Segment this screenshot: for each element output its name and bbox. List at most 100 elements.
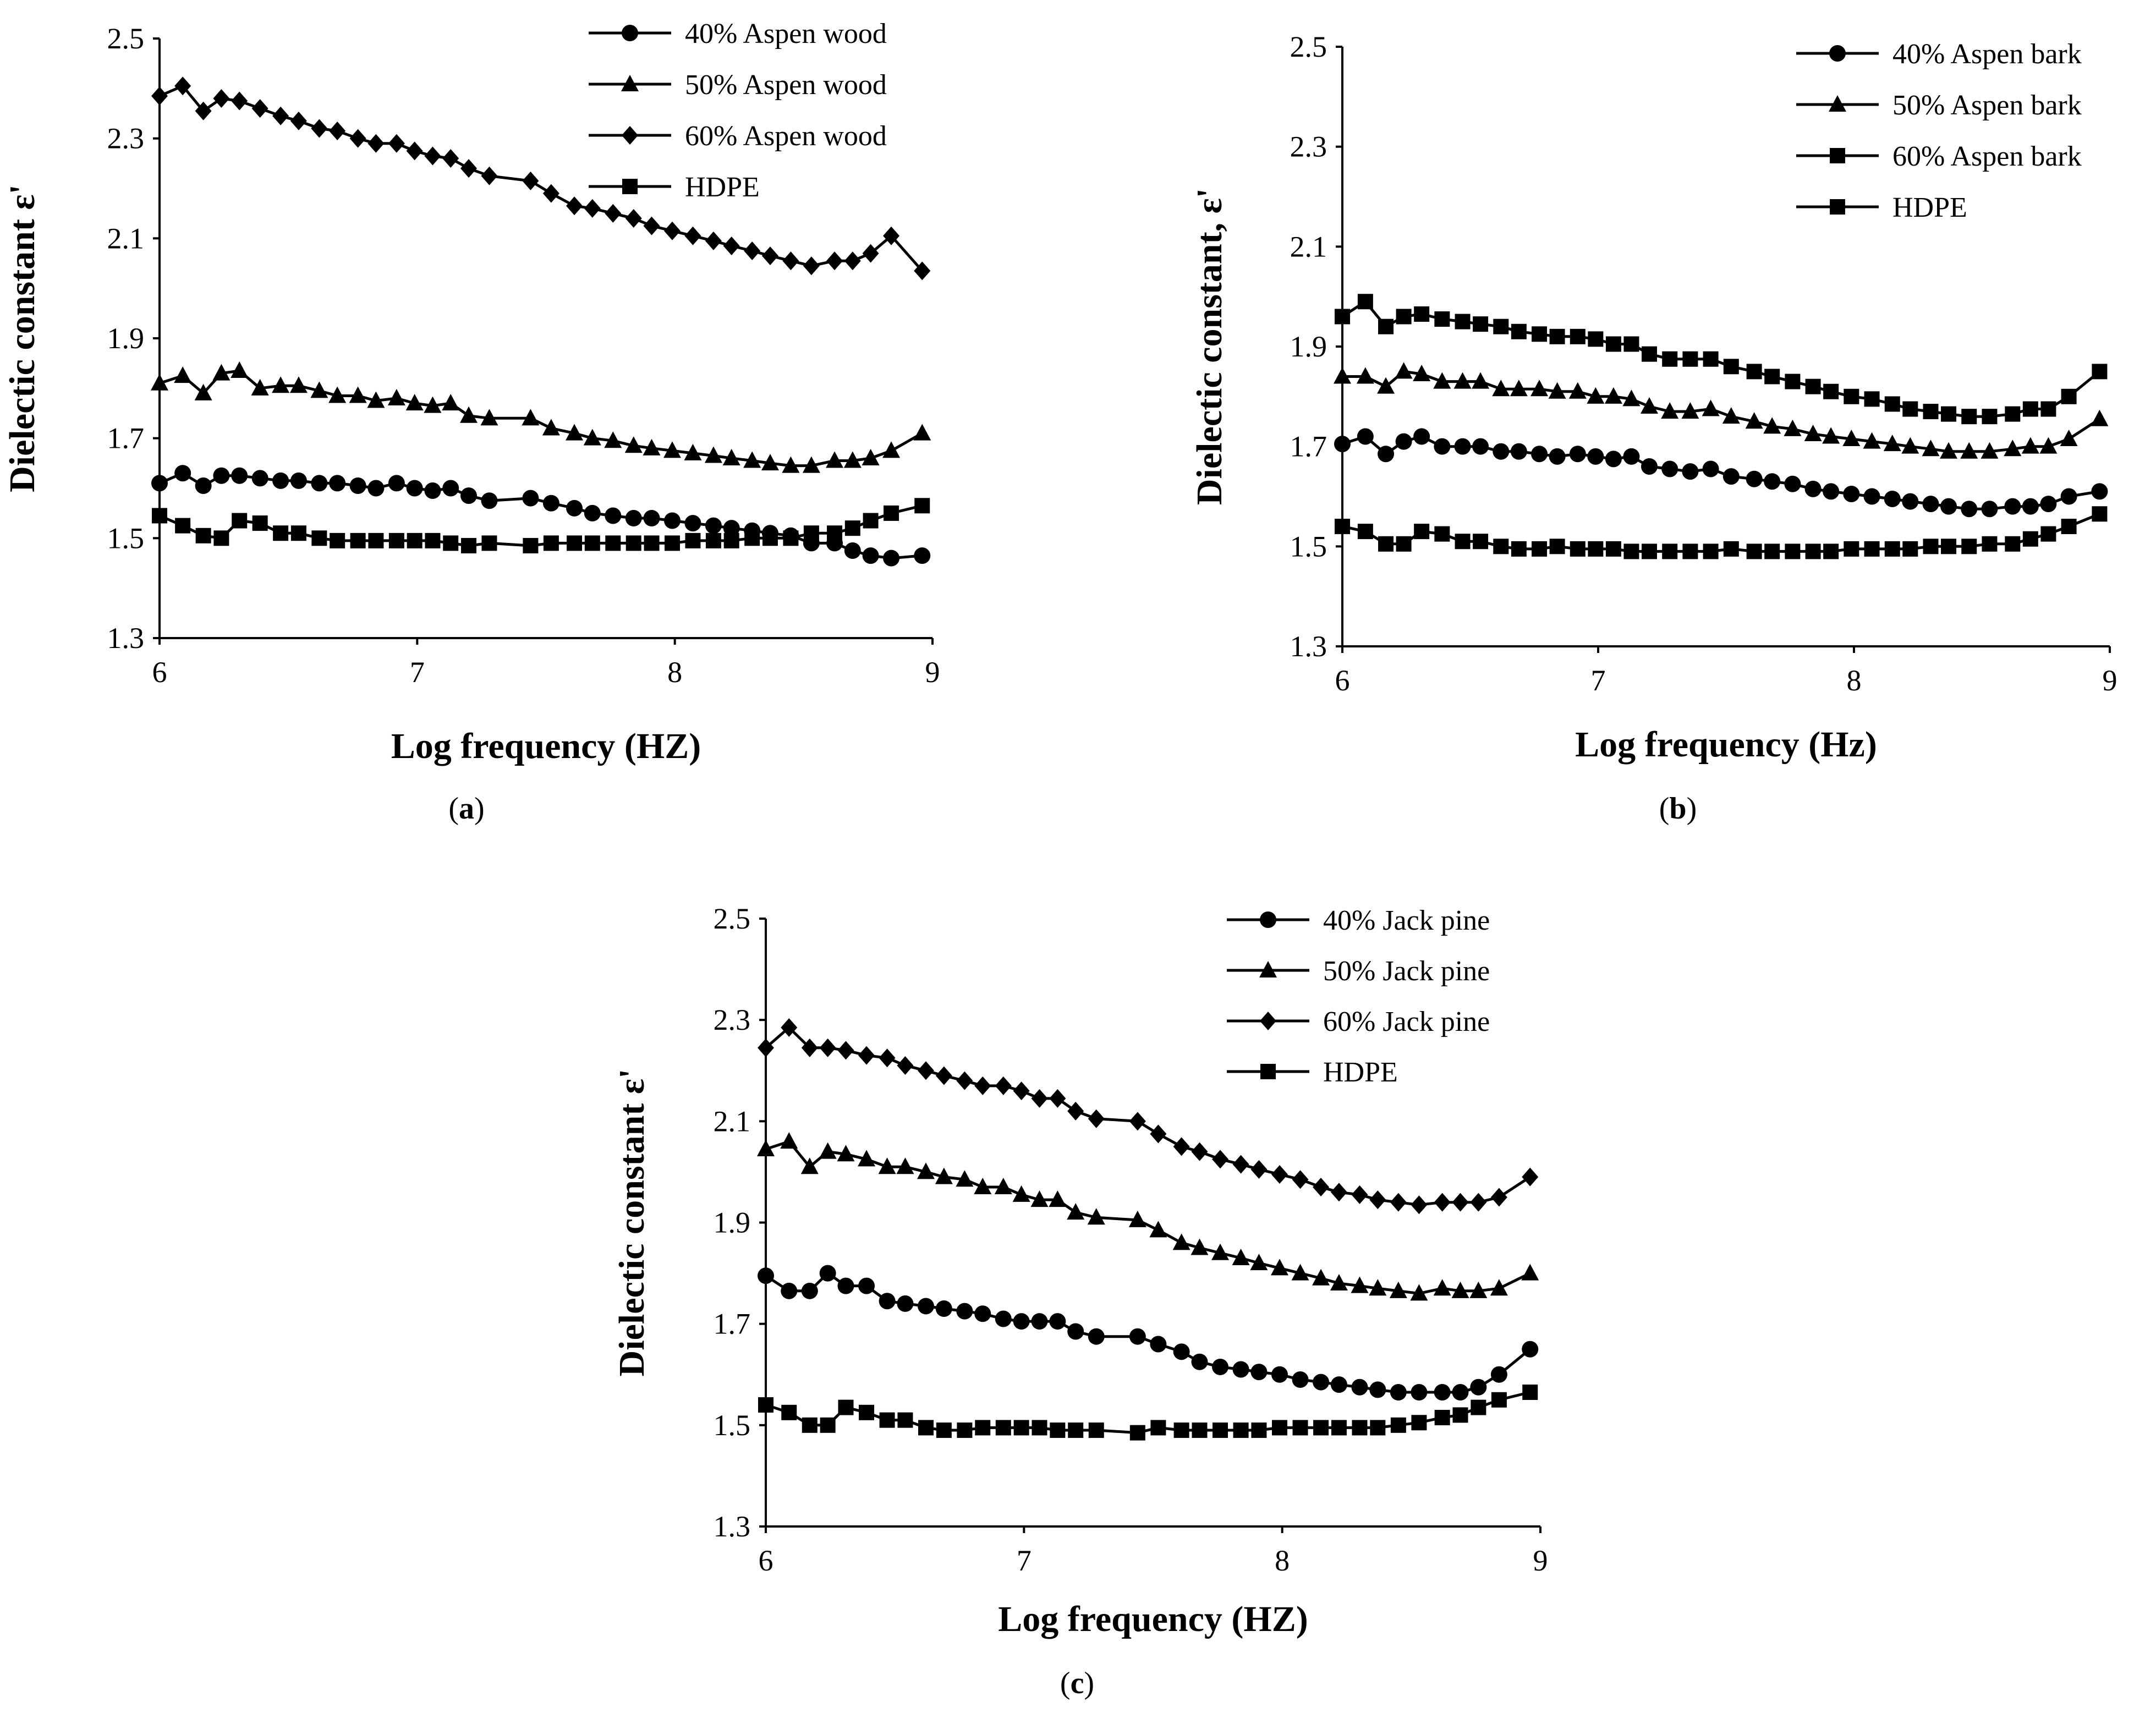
data-point [1271, 1420, 1287, 1436]
data-point [1414, 524, 1430, 540]
data-point [1805, 543, 1821, 559]
data-point [1067, 1323, 1084, 1340]
data-point [1369, 1381, 1386, 1398]
data-point [1452, 1193, 1469, 1212]
data-point [684, 443, 702, 460]
data-point [914, 498, 930, 514]
data-point [2022, 498, 2039, 515]
data-point [251, 99, 268, 118]
x-tick-label: 7 [410, 656, 425, 689]
data-point [1569, 446, 1586, 463]
data-point [566, 196, 583, 216]
data-point [2039, 437, 2058, 454]
y-tick-label: 1.5 [714, 1409, 751, 1442]
data-point [175, 518, 191, 534]
data-point [883, 226, 900, 245]
series-3 [151, 76, 931, 281]
data-point [1232, 1248, 1250, 1265]
data-point [1411, 1383, 1428, 1401]
y-tick-label: 1.9 [1290, 330, 1327, 363]
data-point [1570, 541, 1586, 557]
y-tick-label: 2.5 [1290, 30, 1327, 63]
legend-label: 40% Aspen wood [685, 18, 887, 50]
data-point [1471, 1399, 1486, 1415]
data-point [2092, 506, 2108, 522]
data-point [1511, 323, 1527, 339]
data-point [1455, 534, 1471, 550]
data-point [1702, 460, 1719, 477]
data-point [1884, 396, 1900, 412]
legend-marker [1830, 199, 1845, 215]
chart-a: 1.3 1.5 1.7 1.9 2.1 2.3 2.5 6 7 8 9 Log frequency (… [2, 18, 940, 826]
legend-entry: 40% Jack pine [1227, 905, 1490, 936]
data-point [1149, 1221, 1167, 1238]
data-point [974, 1178, 992, 1195]
data-point [605, 204, 622, 223]
data-point [460, 487, 477, 504]
data-point [1434, 311, 1450, 327]
data-point [368, 532, 384, 548]
data-point [1622, 389, 1641, 407]
data-point [1823, 543, 1839, 559]
data-point [1763, 417, 1781, 434]
data-point [1785, 543, 1801, 559]
data-point [605, 535, 621, 551]
y-tick-label: 1.7 [1290, 430, 1327, 463]
data-point [913, 424, 931, 441]
legend-entry: HDPE [1796, 192, 1967, 223]
data-point [1532, 326, 1548, 342]
panel-caption: (c) [1060, 1666, 1094, 1700]
data-point [1377, 377, 1395, 394]
data-point [1013, 1420, 1029, 1436]
data-point [1490, 1366, 1507, 1383]
data-point [522, 490, 539, 507]
data-point [1271, 1366, 1288, 1383]
data-point [1522, 1167, 1539, 1187]
data-point [1192, 1423, 1208, 1438]
y-tick-label: 1.5 [1290, 530, 1327, 563]
data-point [995, 1076, 1012, 1095]
series-1 [758, 1265, 1539, 1401]
data-point [1313, 1374, 1330, 1391]
data-point [406, 141, 423, 161]
data-point [1493, 318, 1509, 334]
legend-marker [1830, 148, 1845, 163]
data-point [1191, 1142, 1208, 1161]
legend-marker [622, 179, 638, 194]
data-point [1493, 539, 1509, 554]
data-point [844, 542, 861, 559]
data-point [1088, 1423, 1104, 1438]
data-point [1472, 372, 1490, 389]
data-point [195, 477, 212, 494]
data-point [1722, 407, 1740, 424]
data-point [329, 122, 346, 141]
data-point [174, 76, 191, 96]
data-point [2022, 531, 2038, 547]
y-tick-label: 2.3 [107, 122, 145, 155]
data-point [1961, 539, 1977, 554]
data-point [663, 441, 681, 458]
data-point [1605, 541, 1621, 557]
data-point [289, 376, 308, 393]
data-point [1356, 367, 1374, 384]
legend-marker [1260, 911, 1276, 928]
data-point [2091, 483, 2108, 500]
data-point [935, 1066, 952, 1085]
data-point [1922, 496, 1939, 513]
data-point [1804, 480, 1822, 497]
data-point [1330, 1183, 1347, 1202]
data-point [801, 1282, 818, 1299]
x-tick-label: 8 [667, 656, 682, 689]
data-point [917, 1061, 934, 1080]
legend-marker [1829, 45, 1846, 62]
data-point [272, 472, 289, 489]
data-point [583, 429, 601, 446]
series-line [159, 84, 924, 272]
data-point [460, 406, 478, 423]
legend-marker [1259, 961, 1277, 977]
data-point [858, 1046, 875, 1065]
data-point [1357, 294, 1373, 310]
data-point [328, 386, 347, 403]
data-point [1433, 372, 1451, 389]
x-tick-label: 9 [2103, 664, 2117, 697]
